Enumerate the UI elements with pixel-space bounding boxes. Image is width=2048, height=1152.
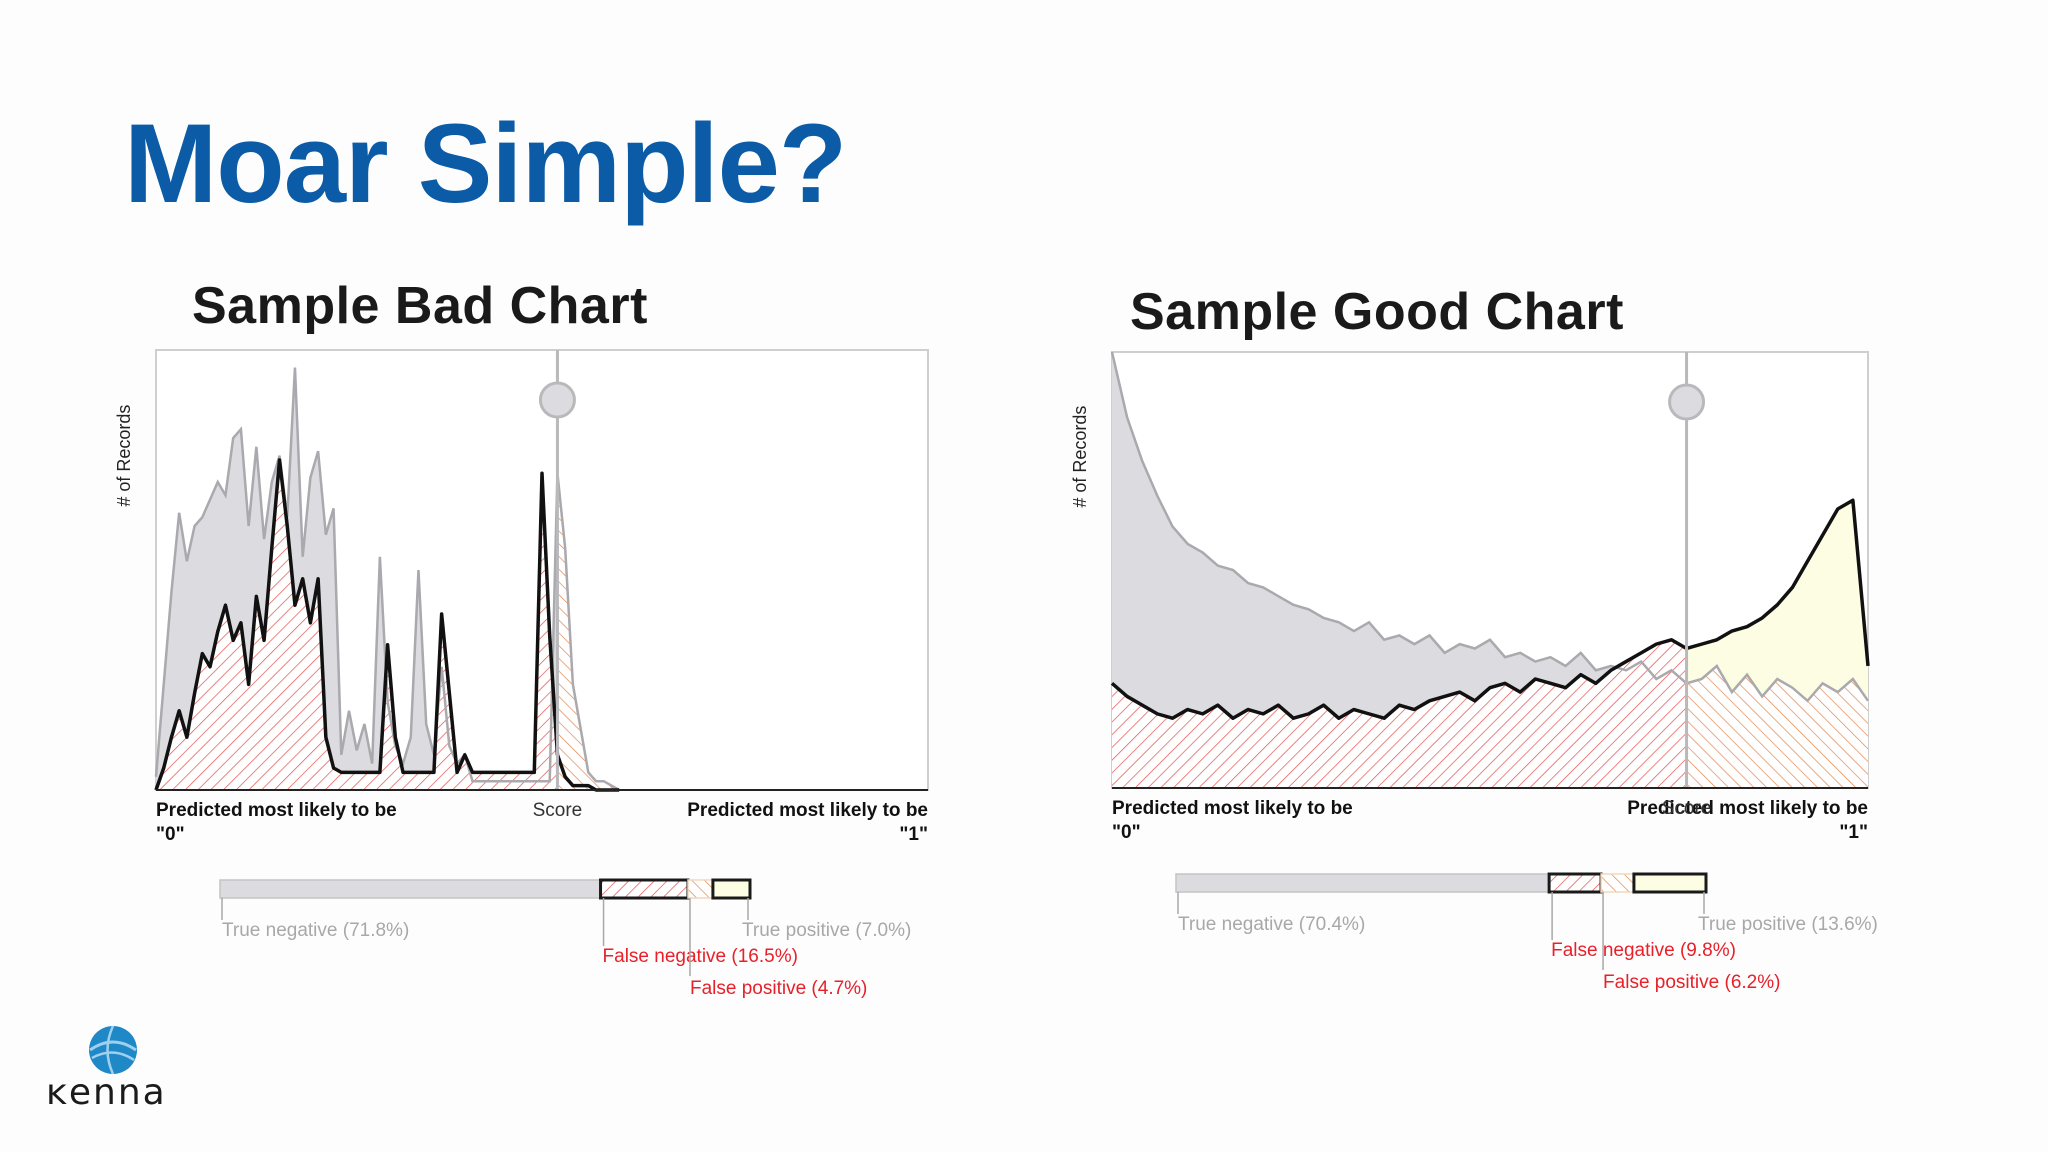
slide-title: Moar Simple? [124, 101, 847, 226]
y-axis-label: # of Records [114, 405, 134, 507]
label-true-negative: True negative (71.8%) [222, 920, 409, 941]
series-positive-line [1110, 498, 1870, 720]
x-left-label-line2: "0" [1112, 822, 1141, 843]
x-right-label-line1: Predicted most likely to be [687, 800, 928, 821]
x-axis-label: Score [533, 800, 583, 821]
label-true-negative: True negative (70.4%) [1178, 914, 1365, 935]
label-false-negative: False negative (16.5%) [603, 946, 798, 967]
breakdown-bar-true-negative [1175, 873, 1550, 893]
threshold-handle [1668, 383, 1706, 421]
series-total-area-right [1686, 665, 1868, 788]
breakdown-bar-false-positive [1600, 873, 1635, 893]
kenna-logo [89, 1025, 137, 1075]
breakdown-bar-true-positive [711, 878, 752, 900]
x-left-label-line1: Predicted most likely to be [156, 800, 397, 821]
breakdown-bar-false-positive [687, 879, 714, 899]
breakdown-bar-true-positive [1632, 872, 1708, 894]
breakdown-bar-false-negative [1547, 872, 1603, 894]
label-true-positive: True positive (7.0%) [742, 920, 911, 941]
series-positive-area-left [156, 460, 558, 790]
label-false-positive: False positive (6.2%) [1603, 972, 1780, 993]
threshold-handle [538, 381, 576, 419]
globe-icon [89, 1026, 137, 1074]
x-right-label-line1: Predicted most likely to be [1627, 798, 1868, 819]
series-positive-area-left [1112, 639, 1687, 788]
x-right-label-line2: "1" [899, 824, 928, 845]
y-axis-label: # of Records [1070, 406, 1090, 508]
label-true-positive: True positive (13.6%) [1698, 914, 1878, 935]
x-left-label-line2: "0" [156, 824, 185, 845]
label-false-positive: False positive (4.7%) [690, 978, 867, 999]
x-axis-label: Score [1662, 798, 1712, 819]
series-total-line [1110, 351, 1870, 703]
kenna-logo-wordmark: ĸenna [46, 1072, 167, 1113]
series-total-line [154, 367, 620, 792]
chart-title-good: Sample Good Chart [1130, 283, 1624, 341]
chart-title-bad: Sample Bad Chart [192, 277, 648, 335]
bad-chart: Predicted most likely to be "0" Predicted … [114, 349, 929, 999]
x-right-label-line2: "1" [1839, 822, 1868, 843]
good-chart: Predicted most likely to be "0" Predicted … [1070, 351, 1878, 993]
label-false-negative: False negative (9.8%) [1551, 940, 1736, 961]
breakdown-bar-false-negative [599, 878, 690, 900]
x-left-label-line1: Predicted most likely to be [1112, 798, 1353, 819]
series-total-area-right [557, 473, 620, 790]
series-positive-line [154, 458, 620, 792]
breakdown-bar-true-negative [219, 879, 602, 899]
